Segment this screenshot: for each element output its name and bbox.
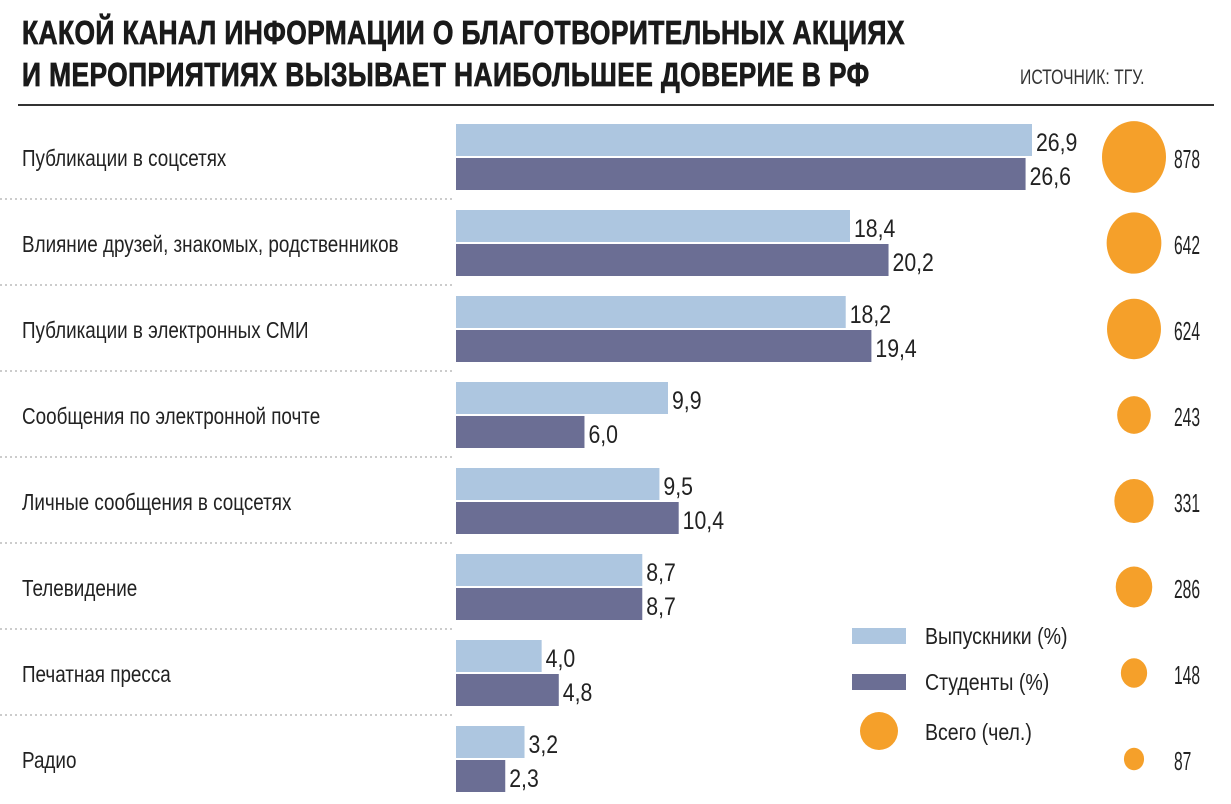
category-label: Сообщения по электронной почте: [22, 404, 320, 429]
value-label-graduates: 9,5: [663, 472, 693, 500]
total-label: 87: [1174, 747, 1191, 776]
bar-students: [456, 502, 679, 534]
value-label-graduates: 26,9: [1036, 128, 1077, 156]
bubble-total: [1115, 566, 1153, 608]
total-label: 148: [1174, 661, 1200, 690]
bar-graduates: [456, 554, 643, 586]
legend-label: Всего (чел.): [925, 720, 1032, 746]
total-label: 331: [1174, 489, 1200, 518]
category-label: Личные сообщения в соцсетях: [22, 490, 292, 515]
total-label: 286: [1174, 575, 1200, 604]
bar-graduates: [456, 468, 660, 500]
bar-graduates: [456, 124, 1032, 156]
bar-graduates: [456, 382, 668, 414]
bar-students: [456, 244, 889, 276]
value-label-students: 19,4: [875, 334, 916, 362]
bar-students: [456, 416, 585, 448]
category-label: Радио: [22, 748, 76, 773]
total-label: 878: [1174, 145, 1200, 174]
bar-students: [456, 588, 643, 620]
chart-title-line1: КАКОЙ КАНАЛ ИНФОРМАЦИИ О БЛАГОТВОРИТЕЛЬН…: [22, 14, 905, 52]
legend-bubble: [860, 712, 898, 750]
bubble-total: [1102, 121, 1166, 193]
category-label: Публикации в соцсетях: [22, 146, 227, 171]
bar-students: [456, 330, 872, 362]
bar-graduates: [456, 210, 850, 242]
legend-swatch: [852, 674, 906, 690]
chart-title-line2: И МЕРОПРИЯТИЯХ ВЫЗЫВАЕТ НАИБОЛЬШЕЕ ДОВЕР…: [22, 56, 870, 94]
legend-label: Студенты (%): [925, 670, 1049, 696]
source-note: ИСТОЧНИК: ТГУ.: [1020, 66, 1145, 89]
bar-students: [456, 760, 506, 792]
value-label-graduates: 3,2: [529, 730, 559, 758]
value-label-students: 6,0: [588, 420, 618, 448]
legend-label: Выпускники (%): [925, 624, 1067, 650]
bar-graduates: [456, 640, 542, 672]
value-label-students: 4,8: [563, 678, 593, 706]
bar-graduates: [456, 726, 525, 758]
value-label-students: 26,6: [1030, 162, 1071, 190]
category-label: Печатная пресса: [22, 662, 171, 687]
value-label-students: 8,7: [646, 592, 676, 620]
total-label: 642: [1174, 231, 1200, 260]
value-label-graduates: 4,0: [546, 644, 576, 672]
value-label-graduates: 18,2: [850, 300, 891, 328]
category-label: Телевидение: [22, 576, 137, 601]
value-label-students: 10,4: [683, 506, 724, 534]
value-label-students: 2,3: [509, 764, 539, 792]
bar-students: [456, 674, 559, 706]
category-label: Влияние друзей, знакомых, родственников: [22, 232, 399, 257]
category-label: Публикации в электронных СМИ: [22, 318, 309, 343]
total-label: 624: [1174, 317, 1200, 346]
title-divider: [18, 104, 1214, 106]
bubble-total: [1123, 747, 1145, 771]
bubble-total: [1106, 212, 1162, 274]
value-label-students: 20,2: [893, 248, 934, 276]
legend-swatch: [852, 628, 906, 644]
bar-students: [456, 158, 1026, 190]
bubble-total: [1114, 478, 1154, 524]
bar-graduates: [456, 296, 846, 328]
bubble-total: [1117, 396, 1151, 434]
value-label-graduates: 18,4: [854, 214, 895, 242]
value-label-graduates: 9,9: [672, 386, 702, 414]
value-label-graduates: 8,7: [646, 558, 676, 586]
bubble-total: [1107, 298, 1161, 360]
total-label: 243: [1174, 403, 1200, 432]
bubble-total: [1120, 658, 1148, 688]
